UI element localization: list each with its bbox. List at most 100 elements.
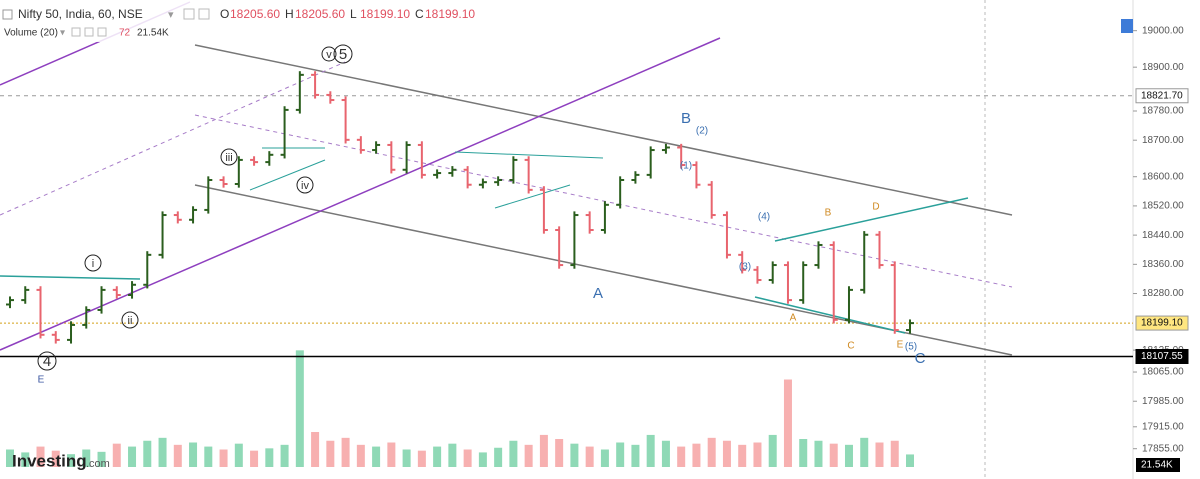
ohlc-bar bbox=[21, 286, 30, 304]
y-tick-label: 18065.00 bbox=[1142, 367, 1184, 378]
volume-bar bbox=[82, 449, 91, 467]
scale-button[interactable] bbox=[1121, 19, 1133, 33]
wave-label: C bbox=[915, 350, 926, 367]
wave-label: E bbox=[897, 340, 904, 351]
collapse-icon[interactable] bbox=[2, 9, 13, 20]
ohlc-bar bbox=[356, 136, 365, 154]
volume-bar bbox=[67, 454, 76, 467]
tool-icon[interactable] bbox=[71, 27, 81, 37]
ohlc-bar bbox=[677, 143, 686, 169]
trend-line bbox=[0, 275, 141, 280]
price-tag bbox=[1135, 88, 1189, 104]
trend-line bbox=[0, 61, 346, 216]
trend-line bbox=[0, 37, 721, 351]
wave-label: v bbox=[326, 49, 332, 61]
ohlc-key: L bbox=[350, 7, 357, 21]
ohlc-bar bbox=[82, 306, 91, 329]
volume-bar bbox=[768, 434, 777, 467]
wave-label: A bbox=[593, 285, 603, 302]
trend-line bbox=[494, 184, 571, 209]
volume-bar bbox=[341, 437, 350, 467]
volume-bar bbox=[707, 437, 716, 467]
menu-arrow[interactable]: ▾ bbox=[168, 9, 174, 21]
ohlc-bar bbox=[494, 176, 503, 186]
ohlc-bar bbox=[219, 176, 228, 188]
ohlc-bar bbox=[768, 261, 777, 284]
volume-bar bbox=[738, 444, 747, 467]
ohlc-bar bbox=[570, 211, 579, 269]
ohlc-values: O 18205.60 H 18205.60 L 18199.10 C 18199.10 bbox=[220, 7, 475, 21]
ohlc-value: 18205.60 bbox=[230, 7, 280, 21]
volume-bar bbox=[6, 449, 14, 467]
ohlc-bar bbox=[753, 266, 762, 284]
ohlc-value: 18199.10 bbox=[360, 7, 410, 21]
ohlc-bar bbox=[402, 141, 411, 174]
wave-circle bbox=[321, 46, 337, 62]
logo: Investing bbox=[12, 451, 87, 470]
ohlc-bar bbox=[524, 156, 533, 194]
wave-label: D bbox=[872, 202, 879, 213]
ohlc-bar bbox=[67, 321, 76, 344]
volume-bar bbox=[814, 440, 823, 467]
volume-bar bbox=[783, 379, 792, 467]
channel-line bbox=[194, 44, 1013, 216]
ohlc-bar bbox=[36, 286, 45, 339]
volume-bar bbox=[722, 440, 731, 467]
volume-bar bbox=[51, 450, 60, 467]
y-tick-label: 18360.00 bbox=[1142, 259, 1184, 270]
tool-icon[interactable] bbox=[183, 8, 195, 20]
ohlc-bar bbox=[280, 106, 289, 159]
ohlc-bar bbox=[204, 176, 213, 214]
ohlc-bar bbox=[158, 211, 167, 259]
price-tag-label: 18199.10 bbox=[1141, 318, 1183, 329]
volume-tag bbox=[1136, 458, 1180, 472]
trend-line bbox=[754, 296, 906, 334]
volume-bar bbox=[265, 448, 274, 467]
price-tag-label: 18107.55 bbox=[1141, 351, 1183, 362]
volume-bar bbox=[661, 440, 670, 467]
wave-label: ii bbox=[128, 315, 133, 327]
tool-icon[interactable] bbox=[198, 8, 210, 20]
volume-bar bbox=[295, 350, 304, 467]
ohlc-bar bbox=[51, 331, 60, 344]
volume-bar bbox=[417, 450, 426, 467]
volume-bar bbox=[21, 452, 30, 467]
volume-bar bbox=[234, 443, 243, 467]
menu-arrow[interactable]: ▾ bbox=[60, 28, 65, 39]
volume-tag-label: 21.54K bbox=[1141, 460, 1173, 471]
price-tag-label: 18821.70 bbox=[1141, 90, 1183, 101]
volume-bar bbox=[600, 449, 609, 467]
tool-icon[interactable] bbox=[97, 27, 107, 37]
wave-label: A bbox=[790, 313, 797, 324]
annotations: v 5 iii iv i ii 4 E B (2) (1) A (4) (3) … bbox=[38, 46, 926, 386]
ohlc-bar bbox=[600, 201, 609, 234]
y-tick-label: 18600.00 bbox=[1142, 171, 1184, 182]
volume-bar bbox=[311, 432, 320, 467]
volume-bar bbox=[646, 434, 655, 467]
volume-bar bbox=[250, 450, 259, 467]
volume-bar bbox=[799, 439, 808, 467]
ohlc-bar bbox=[875, 231, 884, 269]
wave-label: (5) bbox=[905, 342, 917, 353]
y-tick-label: 18440.00 bbox=[1142, 230, 1184, 241]
wave-label: (2) bbox=[696, 126, 708, 137]
ohlc-bar bbox=[311, 71, 320, 99]
volume-bar bbox=[494, 447, 503, 467]
ohlc-bar bbox=[814, 241, 823, 269]
volume-bar bbox=[616, 442, 625, 467]
trend-line bbox=[249, 159, 326, 191]
volume-bar bbox=[570, 443, 579, 467]
volume-bar bbox=[356, 444, 365, 467]
ohlc-bar bbox=[112, 286, 121, 299]
volume-bar bbox=[509, 440, 518, 467]
tool-icon[interactable] bbox=[84, 27, 94, 37]
wave-circle bbox=[84, 254, 102, 272]
volume-bar bbox=[402, 449, 411, 467]
volume-bar bbox=[280, 444, 289, 467]
price-tag bbox=[1135, 348, 1189, 364]
volume-bar bbox=[387, 442, 396, 467]
ohlc-bar bbox=[860, 231, 869, 294]
ohlc-key: C bbox=[415, 7, 424, 21]
ohlc-bar bbox=[555, 226, 564, 269]
ohlc-bar bbox=[539, 186, 548, 234]
